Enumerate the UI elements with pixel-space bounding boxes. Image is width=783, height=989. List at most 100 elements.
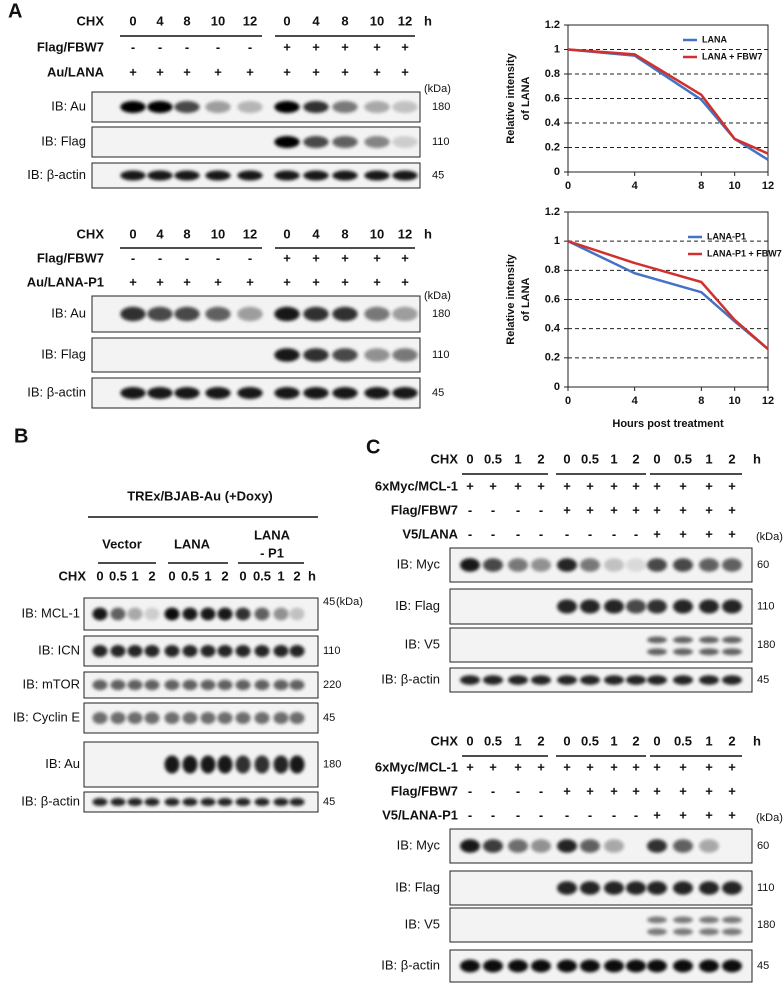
lane-cell: 12	[243, 13, 257, 28]
lane-cell: -	[248, 39, 252, 54]
lane-cell: 4	[156, 13, 164, 28]
lane-cell: +	[401, 64, 409, 79]
lane-cell: -	[216, 39, 220, 54]
strip-label: IB: Cyclin E	[13, 709, 81, 724]
band	[672, 648, 694, 656]
lane-cell: +	[466, 759, 474, 774]
lane-cell: -	[491, 807, 495, 822]
lane-cell: -	[216, 250, 220, 265]
band	[92, 712, 108, 724]
band	[556, 881, 578, 895]
band	[174, 101, 200, 113]
band	[120, 170, 146, 181]
lane-cell: +	[489, 759, 497, 774]
band	[235, 645, 251, 657]
band	[110, 645, 126, 657]
lane-cell: +	[514, 478, 522, 493]
band	[364, 101, 390, 113]
lane-cell: +	[373, 250, 381, 265]
lane-cell: -	[588, 526, 592, 541]
band	[303, 136, 329, 148]
line-chart: 0 0.2 0.4 0.6 0.8 1 1.2 0 4 8 10 12 Relative intensi…	[505, 206, 782, 430]
lane-cell: +	[373, 64, 381, 79]
lane-cell: +	[728, 526, 736, 541]
unit: h	[753, 733, 761, 748]
y-axis-label: Relative intensity	[505, 253, 517, 344]
blot-strip	[449, 627, 753, 663]
lane-cell: 0	[653, 451, 660, 466]
y-tick-label: 0.8	[545, 264, 560, 276]
lane-cell: -	[588, 807, 592, 822]
plot-frame	[567, 211, 769, 388]
strip-label: IB: Flag	[41, 133, 86, 148]
band	[110, 712, 126, 724]
band	[110, 679, 126, 691]
band	[303, 348, 329, 362]
band	[217, 712, 233, 724]
lane-cell: +	[705, 526, 713, 541]
band	[556, 558, 578, 572]
band	[698, 558, 720, 572]
lane-cell: 10	[370, 226, 384, 241]
band	[274, 170, 300, 181]
lane-cell: 0.5	[674, 451, 692, 466]
band	[646, 839, 668, 853]
y-tick-label: 0	[554, 166, 560, 178]
lane-cell: -	[565, 807, 569, 822]
band	[92, 645, 108, 657]
lane-cell: 0	[466, 733, 473, 748]
band	[579, 599, 601, 614]
band	[603, 839, 625, 853]
lane-cell: 0	[563, 451, 570, 466]
band	[530, 959, 552, 973]
band	[164, 645, 180, 657]
plot-frame	[567, 24, 769, 173]
band	[579, 839, 601, 853]
band	[459, 839, 481, 853]
band	[144, 607, 160, 621]
y-tick-label: 0.2	[545, 141, 560, 153]
lane-cell: +	[728, 502, 736, 517]
row-label: Flag/FBW7	[391, 783, 458, 798]
lane-cell: +	[401, 250, 409, 265]
row-label: CHX	[77, 226, 105, 241]
lane-cell: -	[158, 39, 162, 54]
band	[530, 558, 552, 572]
band	[698, 636, 720, 644]
lane-cell: -	[185, 39, 189, 54]
lane-cell: 2	[728, 451, 735, 466]
group-label: Vector	[102, 536, 142, 551]
lane-cell: +	[679, 502, 687, 517]
lane-cell: 8	[183, 13, 190, 28]
kda-label: (kDa)	[756, 531, 783, 543]
band	[110, 607, 126, 621]
lane-cell: 10	[211, 13, 225, 28]
lane-cell: +	[705, 502, 713, 517]
lane-cell: +	[563, 783, 571, 798]
lane-cell: -	[539, 526, 543, 541]
band	[303, 101, 329, 113]
x-tick-label: 0	[565, 395, 571, 407]
line-chart: 0 0.2 0.4 0.6 0.8 1 1.2 0 4 8 10 12 Relative intensi…	[505, 19, 774, 192]
band	[579, 675, 601, 685]
band	[721, 599, 743, 614]
lane-cell: 12	[398, 13, 412, 28]
lane-cell: 2	[728, 733, 735, 748]
band	[274, 387, 300, 399]
band	[144, 712, 160, 724]
lane-cell: 1	[204, 568, 211, 583]
y-tick-label: 1.2	[545, 19, 560, 31]
lane-cell: +	[653, 526, 661, 541]
band	[182, 607, 198, 621]
lane-cell: 1	[277, 568, 284, 583]
lane-cell: +	[653, 478, 661, 493]
strip-label: IB: Flag	[395, 598, 440, 613]
band	[625, 881, 647, 895]
lane-cell: -	[612, 526, 616, 541]
x-tick-label: 0	[565, 180, 571, 192]
strip-label: IB: Myc	[397, 837, 441, 852]
band	[144, 645, 160, 657]
band	[698, 839, 720, 853]
band	[164, 755, 180, 774]
